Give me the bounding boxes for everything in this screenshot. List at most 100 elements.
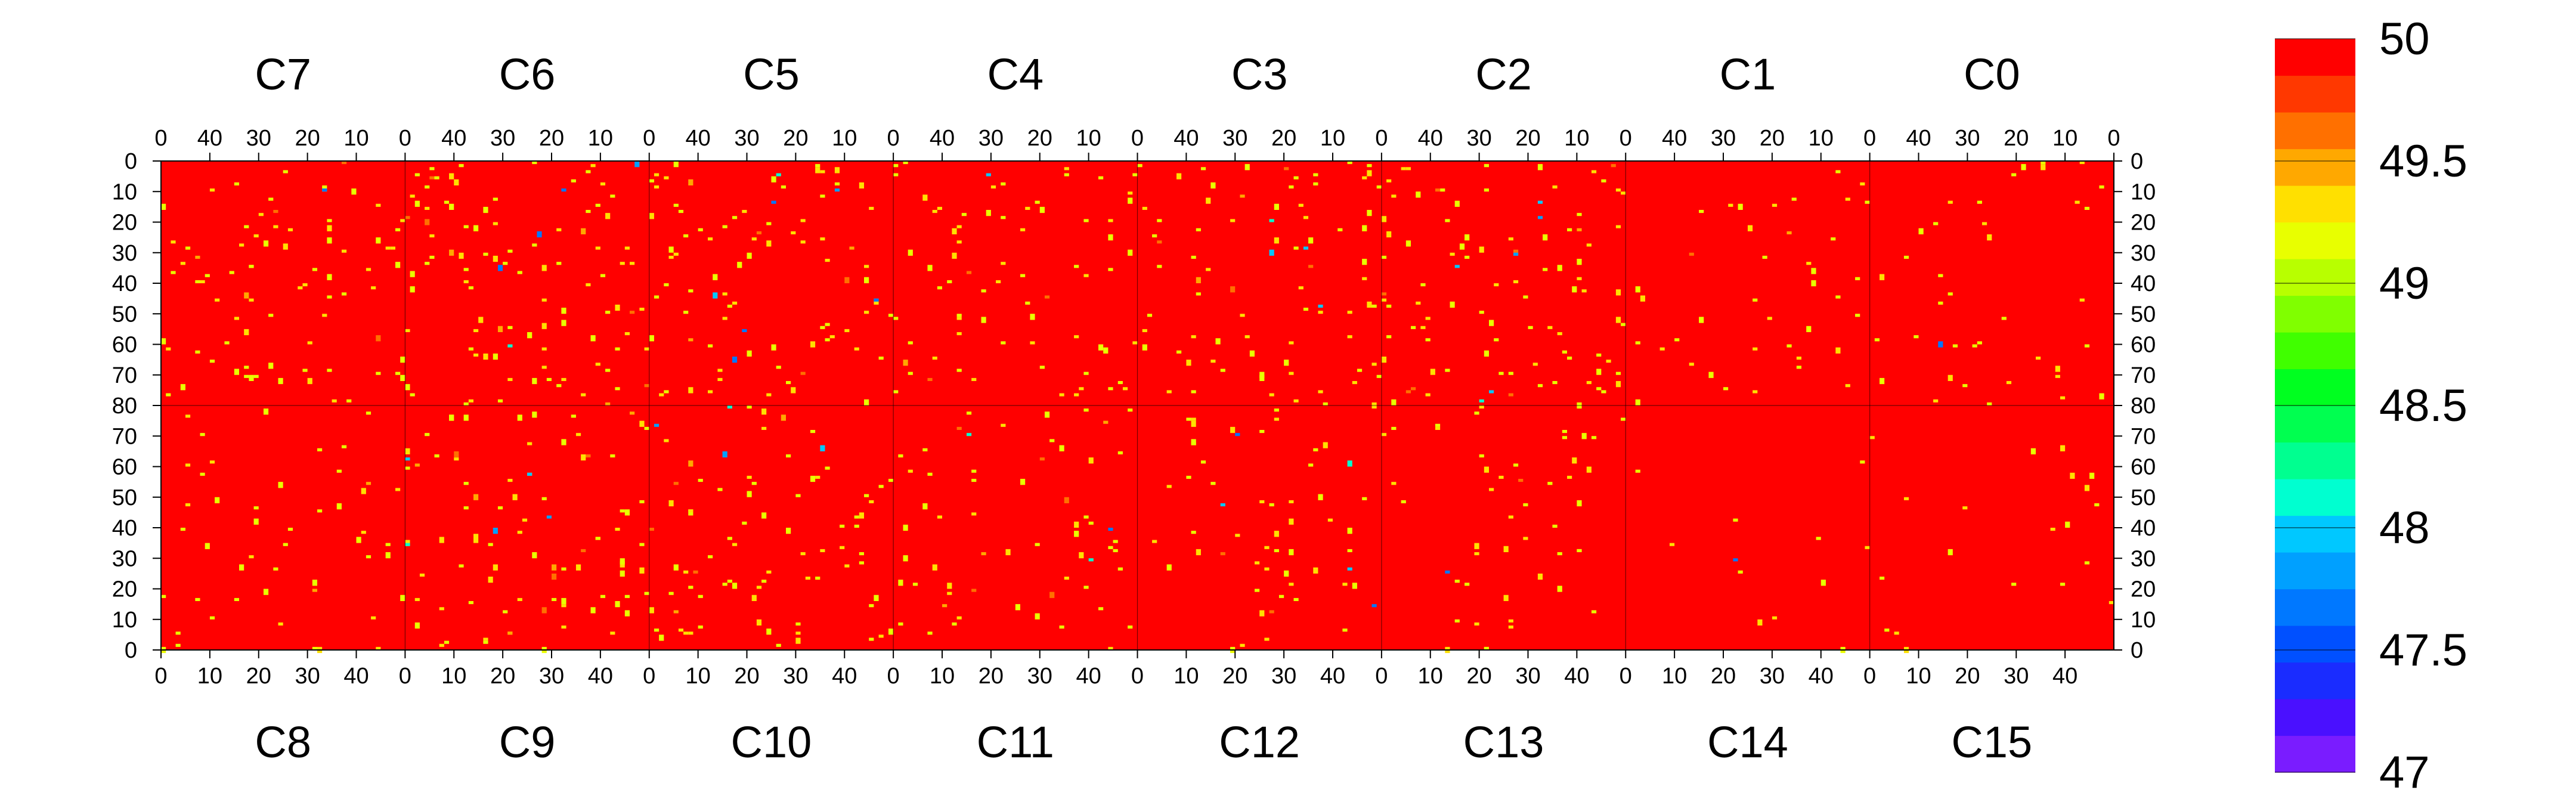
- colorbar-segment: [2275, 405, 2355, 443]
- heatmap-cell: [327, 225, 332, 231]
- heatmap-cell: [1362, 225, 1367, 231]
- heatmap-cell: [1567, 357, 1572, 360]
- top-x-tick-label: 30: [1222, 126, 1247, 151]
- heatmap-cell: [1880, 577, 1885, 580]
- heatmap-cell: [586, 210, 591, 213]
- heatmap-cell: [1411, 387, 1416, 391]
- bottom-x-tick-label: 30: [1271, 664, 1296, 689]
- heatmap-cell: [1689, 252, 1694, 256]
- heatmap-cell: [253, 234, 259, 238]
- heatmap-cell: [1259, 430, 1265, 434]
- heatmap-cell: [1381, 433, 1387, 436]
- heatmap-cell: [1806, 326, 1812, 332]
- heatmap-cell: [425, 433, 430, 436]
- heatmap-cell: [1816, 537, 1821, 540]
- heatmap-cell: [185, 463, 191, 467]
- heatmap-cell: [1191, 439, 1196, 445]
- heatmap-cell: [605, 402, 611, 406]
- bottom-x-tick-label: 10: [197, 664, 222, 689]
- heatmap-cell: [615, 387, 620, 391]
- heatmap-cell: [1435, 423, 1441, 427]
- heatmap-cell: [927, 265, 933, 271]
- heatmap-cell: [463, 506, 469, 510]
- heatmap-cell: [1484, 466, 1489, 473]
- heatmap-cell: [244, 329, 249, 336]
- heatmap-cell: [1293, 399, 1299, 402]
- heatmap-cell: [405, 540, 410, 546]
- heatmap-cell: [893, 164, 899, 168]
- heatmap-cell: [756, 619, 762, 626]
- heatmap-cell: [1474, 622, 1479, 626]
- heatmap-cell: [683, 234, 689, 238]
- bottom-chip-label: C12: [1219, 717, 1300, 767]
- heatmap-cell: [429, 255, 435, 259]
- heatmap-cell: [1557, 552, 1562, 556]
- heatmap-cell: [1313, 567, 1318, 574]
- left-y-tick-label: 30: [112, 241, 137, 266]
- heatmap-cell: [1508, 515, 1513, 519]
- heatmap-cell: [1562, 350, 1567, 354]
- heatmap-cell: [615, 304, 620, 311]
- heatmap-cell: [791, 387, 796, 394]
- heatmap-cell: [766, 222, 772, 225]
- heatmap-cell: [1289, 549, 1294, 556]
- heatmap-cell: [766, 570, 772, 574]
- heatmap-cell: [1806, 262, 1812, 265]
- top-x-tick-label: 40: [1662, 126, 1687, 151]
- heatmap-cell: [483, 637, 488, 641]
- heatmap-cell: [493, 255, 498, 262]
- heatmap-cell: [688, 387, 693, 394]
- heatmap-cell: [1948, 200, 1953, 204]
- heatmap-cell: [1562, 436, 1567, 439]
- heatmap-cell: [1020, 274, 1026, 277]
- heatmap-cell: [786, 381, 791, 385]
- heatmap-cell: [1498, 371, 1504, 375]
- heatmap-cell: [1484, 164, 1489, 168]
- heatmap-cell: [273, 567, 278, 571]
- heatmap-cell: [1552, 524, 1558, 528]
- heatmap-cell: [1591, 436, 1597, 439]
- heatmap-cell: [727, 537, 732, 540]
- top-chip-label: C3: [1231, 49, 1288, 99]
- heatmap-cell: [776, 173, 781, 177]
- bottom-x-tick-label: 10: [1662, 664, 1687, 689]
- heatmap-cell: [410, 271, 415, 277]
- heatmap-cell: [1880, 274, 1885, 280]
- top-x-tick-label: 0: [1375, 126, 1388, 151]
- heatmap-cell: [552, 597, 557, 602]
- top-x-tick-label: 40: [1174, 126, 1199, 151]
- heatmap-cell: [1454, 580, 1460, 583]
- heatmap-cell: [366, 482, 371, 485]
- heatmap-cell: [756, 586, 762, 589]
- heatmap-cell: [493, 222, 498, 225]
- heatmap-cell: [761, 426, 767, 431]
- heatmap-cell: [630, 262, 635, 265]
- heatmap-cell: [673, 482, 679, 485]
- heatmap-cell: [175, 631, 181, 635]
- heatmap-cell: [761, 408, 767, 415]
- heatmap-cell: [986, 210, 991, 216]
- heatmap-cell: [1323, 442, 1328, 448]
- bottom-chip-label: C13: [1463, 717, 1544, 767]
- heatmap-cell: [2011, 583, 2017, 586]
- heatmap-cell: [864, 277, 869, 283]
- heatmap-cell: [2084, 561, 2090, 565]
- heatmap-cell: [517, 271, 522, 274]
- heatmap-cell: [1513, 463, 1519, 467]
- heatmap-cell: [2084, 206, 2090, 210]
- heatmap-cell: [903, 524, 908, 531]
- colorbar-segment: [2275, 735, 2355, 773]
- heatmap-cell: [1059, 626, 1064, 629]
- heatmap-cell: [840, 524, 845, 528]
- bottom-x-tick-label: 20: [1955, 664, 1980, 689]
- heatmap-cell: [649, 607, 654, 614]
- heatmap-cell: [840, 546, 845, 549]
- heatmap-cell: [161, 203, 166, 210]
- heatmap-cell: [1352, 381, 1357, 385]
- heatmap-cell: [522, 518, 528, 522]
- heatmap-cell: [253, 374, 259, 378]
- heatmap-cell: [1289, 371, 1294, 375]
- heatmap-cell: [429, 234, 435, 238]
- bottom-x-tick-label: 30: [295, 664, 320, 689]
- heatmap-cell: [483, 640, 488, 644]
